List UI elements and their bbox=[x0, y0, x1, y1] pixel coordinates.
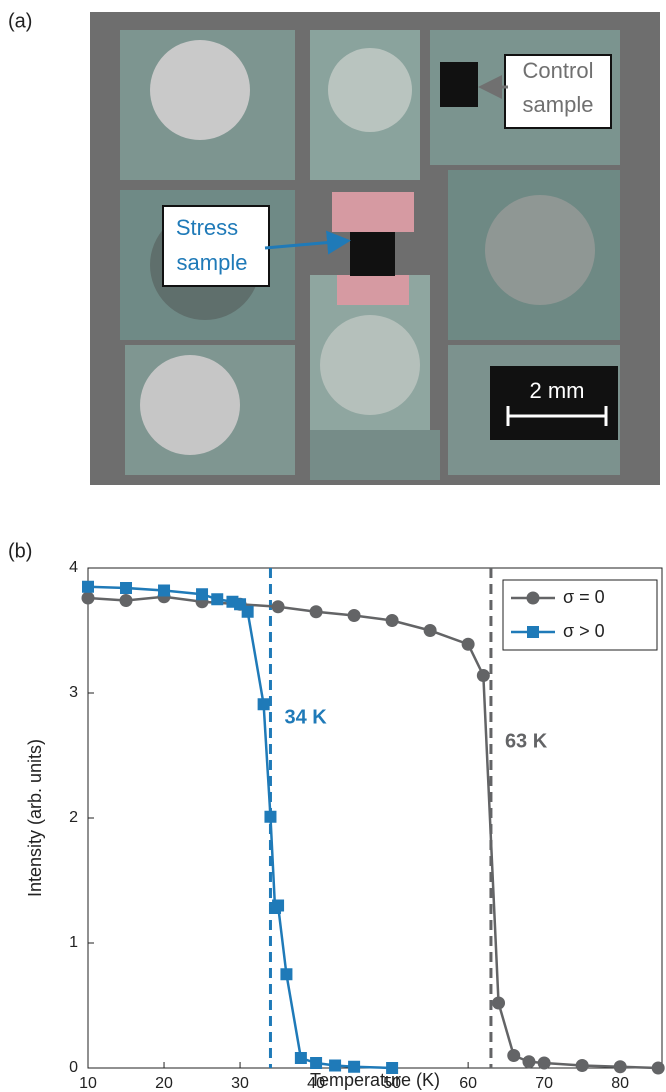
marker bbox=[257, 698, 270, 711]
legend-box bbox=[502, 579, 658, 651]
callout-text: sample bbox=[177, 250, 248, 275]
marker bbox=[492, 996, 506, 1010]
marker bbox=[271, 600, 285, 614]
control-callout: Control sample bbox=[478, 54, 612, 129]
series bbox=[82, 580, 399, 1074]
y-tick-label: 1 bbox=[69, 934, 78, 951]
scale-bar: 2 mm bbox=[490, 366, 618, 440]
marker bbox=[196, 588, 209, 601]
marker bbox=[575, 1059, 589, 1072]
x-tick-label: 50 bbox=[383, 1075, 401, 1092]
marker bbox=[348, 1060, 361, 1073]
callout-text: sample bbox=[523, 92, 594, 117]
panel-label: (a) bbox=[8, 10, 32, 32]
series-line bbox=[87, 595, 659, 1070]
callout-text: Control bbox=[523, 58, 594, 83]
legend-marker bbox=[526, 591, 540, 605]
x-tick-label: 30 bbox=[231, 1075, 249, 1092]
marker bbox=[522, 1055, 536, 1069]
panel-label: (b) bbox=[8, 540, 32, 562]
marker bbox=[537, 1056, 551, 1070]
marker bbox=[120, 582, 133, 594]
legend-marker bbox=[527, 626, 539, 638]
marker bbox=[81, 591, 95, 605]
marker bbox=[158, 584, 171, 597]
marker bbox=[476, 669, 490, 682]
annotation: 34 K bbox=[284, 706, 327, 728]
chart: 10 20 30 40 50 60 70 80 0 1 2 3 4 Temperature (K) Inte… bbox=[25, 559, 665, 1092]
series-line bbox=[87, 585, 393, 1070]
stress-callout: Stress sample bbox=[162, 205, 351, 287]
legend: σ = 0 σ > 0 bbox=[502, 579, 658, 651]
marker bbox=[613, 1060, 627, 1074]
marker bbox=[385, 614, 399, 627]
legend-label: σ = 0 bbox=[563, 587, 605, 607]
marker bbox=[310, 1057, 323, 1069]
x-tick-label: 60 bbox=[459, 1075, 477, 1092]
marker bbox=[280, 968, 293, 981]
callout-text: Stress bbox=[176, 215, 238, 240]
y-tick-label: 4 bbox=[69, 559, 78, 576]
x-tick-label: 40 bbox=[307, 1075, 325, 1092]
y-tick-label: 3 bbox=[69, 684, 78, 701]
marker bbox=[329, 1059, 342, 1072]
marker bbox=[264, 810, 277, 823]
marker bbox=[272, 899, 285, 912]
marker bbox=[386, 1062, 399, 1074]
x-tick-label: 80 bbox=[611, 1075, 629, 1092]
series bbox=[81, 590, 665, 1075]
scale-label: 2 mm bbox=[530, 378, 585, 403]
marker bbox=[211, 593, 224, 606]
marker bbox=[82, 580, 94, 593]
marker bbox=[294, 1052, 307, 1064]
x-tick-label: 70 bbox=[535, 1075, 553, 1092]
legend-label: σ > 0 bbox=[563, 621, 605, 641]
marker bbox=[423, 624, 437, 637]
marker bbox=[347, 609, 361, 622]
x-tick-label: 10 bbox=[79, 1075, 97, 1092]
y-tick-label: 2 bbox=[69, 809, 78, 826]
marker bbox=[241, 605, 254, 618]
annotation: 63 K bbox=[505, 730, 548, 752]
marker bbox=[119, 594, 133, 607]
y-axis-label: Intensity (arb. units) bbox=[25, 739, 45, 897]
marker bbox=[651, 1061, 665, 1075]
y-tick-label: 0 bbox=[69, 1059, 78, 1076]
x-axis-label: Temperature (K) bbox=[310, 1070, 440, 1090]
x-tick-label: 20 bbox=[155, 1075, 173, 1092]
marker bbox=[309, 605, 323, 619]
marker bbox=[461, 637, 475, 651]
marker bbox=[507, 1049, 521, 1062]
